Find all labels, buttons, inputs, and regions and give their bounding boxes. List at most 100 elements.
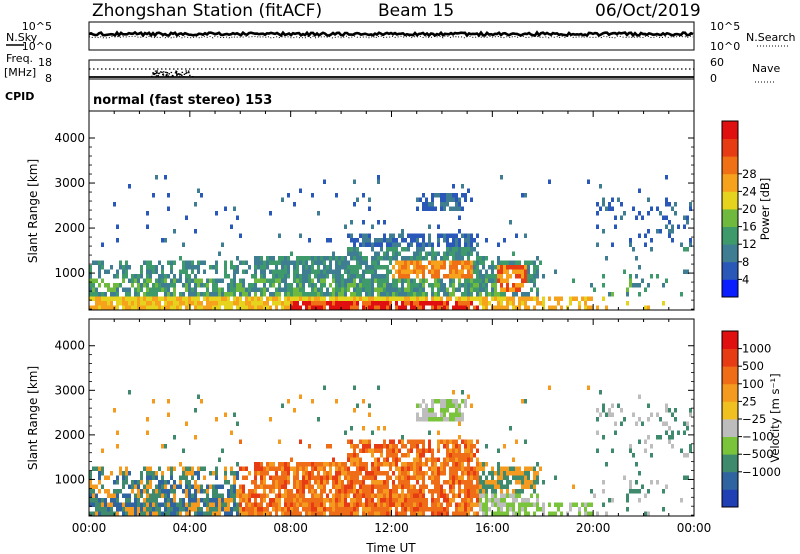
- heatmap-cell: [386, 301, 389, 306]
- heatmap-cell: [353, 480, 356, 485]
- heatmap-cell: [347, 502, 350, 507]
- heatmap-cell: [365, 475, 368, 480]
- heatmap-cell: [281, 507, 284, 512]
- heatmap-cell: [110, 502, 113, 507]
- heatmap-cell: [377, 305, 380, 310]
- heatmap-cell: [590, 511, 593, 516]
- heatmap-cell: [191, 502, 194, 507]
- heatmap-cell: [326, 471, 329, 476]
- colorbar-tick-label: 4: [742, 272, 749, 286]
- heatmap-cell: [203, 260, 206, 265]
- heatmap-cell: [125, 287, 128, 292]
- heatmap-cell: [188, 480, 191, 485]
- heatmap-cell: [332, 493, 335, 498]
- heatmap-cell: [134, 484, 137, 489]
- heatmap-cell: [161, 269, 164, 274]
- heatmap-cell: [443, 274, 446, 279]
- heatmap-cell: [122, 471, 125, 476]
- heatmap-cell: [176, 296, 179, 301]
- heatmap-cell: [353, 265, 356, 270]
- heatmap-cell: [113, 202, 116, 207]
- heatmap-cell: [260, 475, 263, 480]
- heatmap-cell: [686, 426, 689, 431]
- heatmap-cell: [392, 462, 395, 467]
- heatmap-cell: [530, 493, 533, 498]
- heatmap-cell: [266, 256, 269, 261]
- heatmap-cell: [674, 211, 677, 216]
- heatmap-cell: [458, 296, 461, 301]
- heatmap-cell: [383, 511, 386, 516]
- heatmap-cell: [443, 462, 446, 467]
- heatmap-cell: [269, 283, 272, 288]
- heatmap-cell: [377, 426, 380, 431]
- heatmap-cell: [515, 511, 518, 516]
- heatmap-cell: [461, 489, 464, 494]
- heatmap-cell: [161, 287, 164, 292]
- heatmap-cell: [560, 296, 563, 301]
- heatmap-cell: [290, 507, 293, 512]
- heatmap-cell: [356, 265, 359, 270]
- heatmap-cell: [233, 265, 236, 270]
- heatmap-cell: [449, 296, 452, 301]
- heatmap-cell: [272, 278, 275, 283]
- heatmap-cell: [311, 462, 314, 467]
- heatmap-cell: [599, 412, 602, 417]
- heatmap-cell: [386, 296, 389, 301]
- heatmap-cell: [431, 403, 434, 408]
- heatmap-cell: [149, 466, 152, 471]
- heatmap-cell: [269, 296, 272, 301]
- heatmap-cell: [140, 511, 143, 516]
- heatmap-cell: [455, 247, 458, 252]
- heatmap-cell: [434, 265, 437, 270]
- heatmap-cell: [191, 269, 194, 274]
- heatmap-cell: [464, 287, 467, 292]
- colorbar-swatch: [722, 489, 738, 508]
- heatmap-cell: [299, 462, 302, 467]
- heatmap-cell: [536, 498, 539, 503]
- heatmap-cell: [425, 292, 428, 297]
- heatmap-cell: [134, 511, 137, 516]
- heatmap-cell: [383, 233, 386, 238]
- heatmap-cell: [329, 511, 332, 516]
- heatmap-cell: [416, 233, 419, 238]
- heatmap-cell: [110, 493, 113, 498]
- heatmap-cell: [608, 408, 611, 413]
- heatmap-cell: [407, 296, 410, 301]
- heatmap-cell: [446, 498, 449, 503]
- heatmap-cell: [245, 475, 248, 480]
- heatmap-cell: [389, 502, 392, 507]
- heatmap-cell: [347, 265, 350, 270]
- heatmap-cell: [293, 511, 296, 516]
- heatmap-cell: [221, 507, 224, 512]
- heatmap-cell: [308, 283, 311, 288]
- heatmap-cell: [146, 305, 149, 310]
- heatmap-cell: [647, 305, 650, 310]
- heatmap-cell: [521, 301, 524, 306]
- colorbar-swatch: [722, 436, 738, 455]
- heatmap-cell: [524, 296, 527, 301]
- heatmap-cell: [431, 283, 434, 288]
- heatmap-cell: [554, 475, 557, 480]
- heatmap-cell: [149, 274, 152, 279]
- heatmap-cell: [317, 301, 320, 306]
- heatmap-cell: [311, 305, 314, 310]
- heatmap-cell: [179, 296, 182, 301]
- heatmap-cell: [458, 238, 461, 243]
- heatmap-cell: [464, 278, 467, 283]
- heatmap-cell: [392, 471, 395, 476]
- heatmap-cell: [146, 430, 149, 435]
- heatmap-cell: [167, 274, 170, 279]
- heatmap-cell: [386, 498, 389, 503]
- heatmap-cell: [380, 256, 383, 261]
- heatmap-cell: [413, 457, 416, 462]
- heatmap-cell: [404, 301, 407, 306]
- heatmap-cell: [449, 292, 452, 297]
- heatmap-cell: [449, 269, 452, 274]
- heatmap-cell: [413, 507, 416, 512]
- heatmap-cell: [230, 305, 233, 310]
- heatmap-cell: [239, 233, 242, 238]
- heatmap-cell: [614, 430, 617, 435]
- heatmap-cell: [296, 466, 299, 471]
- heatmap-cell: [179, 256, 182, 261]
- heatmap-cell: [155, 305, 158, 310]
